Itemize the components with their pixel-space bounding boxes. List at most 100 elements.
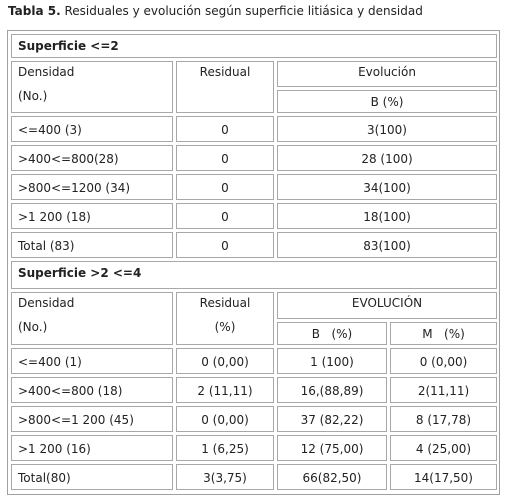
caption-text: Residuales y evolución según superficie …: [64, 4, 423, 18]
cell-text: 12 (75,00): [300, 442, 364, 456]
cell-text: Superficie >2 <=4: [18, 266, 142, 280]
cell: 37 (82,22): [277, 406, 387, 432]
cell-text: 37 (82,22): [300, 413, 364, 427]
table: Superficie <=2 Densidad (No.) Residual Evolu…: [7, 30, 500, 495]
cell: 28 (100): [277, 145, 497, 171]
cell: >1 200 (18): [11, 203, 173, 229]
cell-text: 4 (25,00): [415, 442, 472, 456]
cell-text: Superficie <=2: [18, 39, 119, 53]
cell: Densidad (No.): [11, 61, 173, 113]
cell: >800<=1 200 (45): [11, 406, 173, 432]
cell: 66(82,50): [277, 464, 387, 490]
cell: Residual (%): [176, 292, 274, 345]
cell-text: 0: [221, 123, 229, 137]
cell: 16,(88,89): [277, 377, 387, 403]
cell-text: 0 (0,00): [201, 413, 249, 427]
cell-text: (No.): [18, 320, 48, 334]
cell: 0 (0,00): [176, 348, 274, 374]
cell-text: >1 200 (18): [18, 210, 91, 224]
cell-text: 28 (100): [361, 152, 413, 166]
cell: 2 (11,11): [176, 377, 274, 403]
cell-text: B (%): [311, 327, 353, 341]
cell-text: (No.): [18, 89, 48, 103]
cell-text: <=400 (1): [18, 355, 82, 369]
cell: Total (83): [11, 232, 173, 258]
cell-text: 3(3,75): [203, 471, 247, 485]
cell-text: Residual: [199, 65, 251, 79]
cell-text: 1 (100): [310, 355, 354, 369]
cell-text: Evolución: [358, 65, 416, 79]
cell: Residual: [176, 61, 274, 113]
cell: Total(80): [11, 464, 173, 490]
cell-text: B (%): [370, 95, 404, 109]
cell: Evolución: [277, 61, 497, 87]
cell: Superficie <=2: [11, 34, 497, 58]
cell: 0: [176, 174, 274, 200]
cell-text: 1 (6,25): [201, 442, 249, 456]
cell: M (%): [390, 322, 497, 345]
cell: B (%): [277, 322, 387, 345]
cell-text: 14(17,50): [414, 471, 473, 485]
cell-text: 34(100): [363, 181, 411, 195]
cell: 14(17,50): [390, 464, 497, 490]
cell-text: 3(100): [367, 123, 407, 137]
cell-text: <=400 (3): [18, 123, 82, 137]
cell: 0: [176, 203, 274, 229]
cell: <=400 (3): [11, 116, 173, 142]
cell-text: 0: [221, 181, 229, 195]
cell: 3(100): [277, 116, 497, 142]
cell-text: EVOLUCIÓN: [351, 296, 423, 310]
cell-text: >800<=1200 (34): [18, 181, 131, 195]
cell-text: 0: [221, 210, 229, 224]
cell: 0: [176, 232, 274, 258]
cell: 34(100): [277, 174, 497, 200]
cell-text: 66(82,50): [302, 471, 362, 485]
cell-text: >1 200 (16): [18, 442, 91, 456]
cell: Superficie >2 <=4: [11, 261, 497, 289]
cell: Densidad (No.): [11, 292, 173, 345]
cell: >800<=1200 (34): [11, 174, 173, 200]
cell-text: (%): [214, 320, 236, 334]
cell-text: 0: [221, 239, 229, 253]
cell: 1 (100): [277, 348, 387, 374]
cell: 12 (75,00): [277, 435, 387, 461]
cell-text: 0: [221, 152, 229, 166]
cell: 8 (17,78): [390, 406, 497, 432]
cell-text: 0 (0,00): [201, 355, 249, 369]
cell-text: Densidad: [18, 296, 75, 310]
cell-text: 2 (11,11): [197, 384, 253, 398]
cell-text: Residual: [199, 296, 251, 310]
cell: 0: [176, 145, 274, 171]
cell: 0 (0,00): [390, 348, 497, 374]
cell: 18(100): [277, 203, 497, 229]
cell-text: >400<=800(28): [18, 152, 119, 166]
cell: 0: [176, 116, 274, 142]
caption-label: Tabla 5.: [8, 4, 61, 18]
cell-text: 2(11,11): [417, 384, 470, 398]
cell-text: 16,(88,89): [300, 384, 364, 398]
cell-text: Total (83): [18, 239, 75, 253]
cell-text: >400<=800 (18): [18, 384, 123, 398]
cell: 4 (25,00): [390, 435, 497, 461]
cell: B (%): [277, 90, 497, 113]
cell-text: 0 (0,00): [419, 355, 468, 369]
cell: 1 (6,25): [176, 435, 274, 461]
cell-text: >800<=1 200 (45): [18, 413, 134, 427]
cell-text: M (%): [422, 327, 465, 341]
caption: Tabla 5. Residuales y evolución según su…: [8, 4, 423, 18]
cell: 0 (0,00): [176, 406, 274, 432]
cell: >1 200 (16): [11, 435, 173, 461]
cell-text: 8 (17,78): [415, 413, 472, 427]
cell: 3(3,75): [176, 464, 274, 490]
cell: 83(100): [277, 232, 497, 258]
cell-text: 83(100): [363, 239, 411, 253]
cell-text: 18(100): [363, 210, 411, 224]
cell: >400<=800(28): [11, 145, 173, 171]
cell: 2(11,11): [390, 377, 497, 403]
cell-text: Densidad: [18, 65, 75, 79]
cell-text: Total(80): [18, 471, 71, 485]
cell: >400<=800 (18): [11, 377, 173, 403]
cell: <=400 (1): [11, 348, 173, 374]
cell: EVOLUCIÓN: [277, 292, 497, 319]
